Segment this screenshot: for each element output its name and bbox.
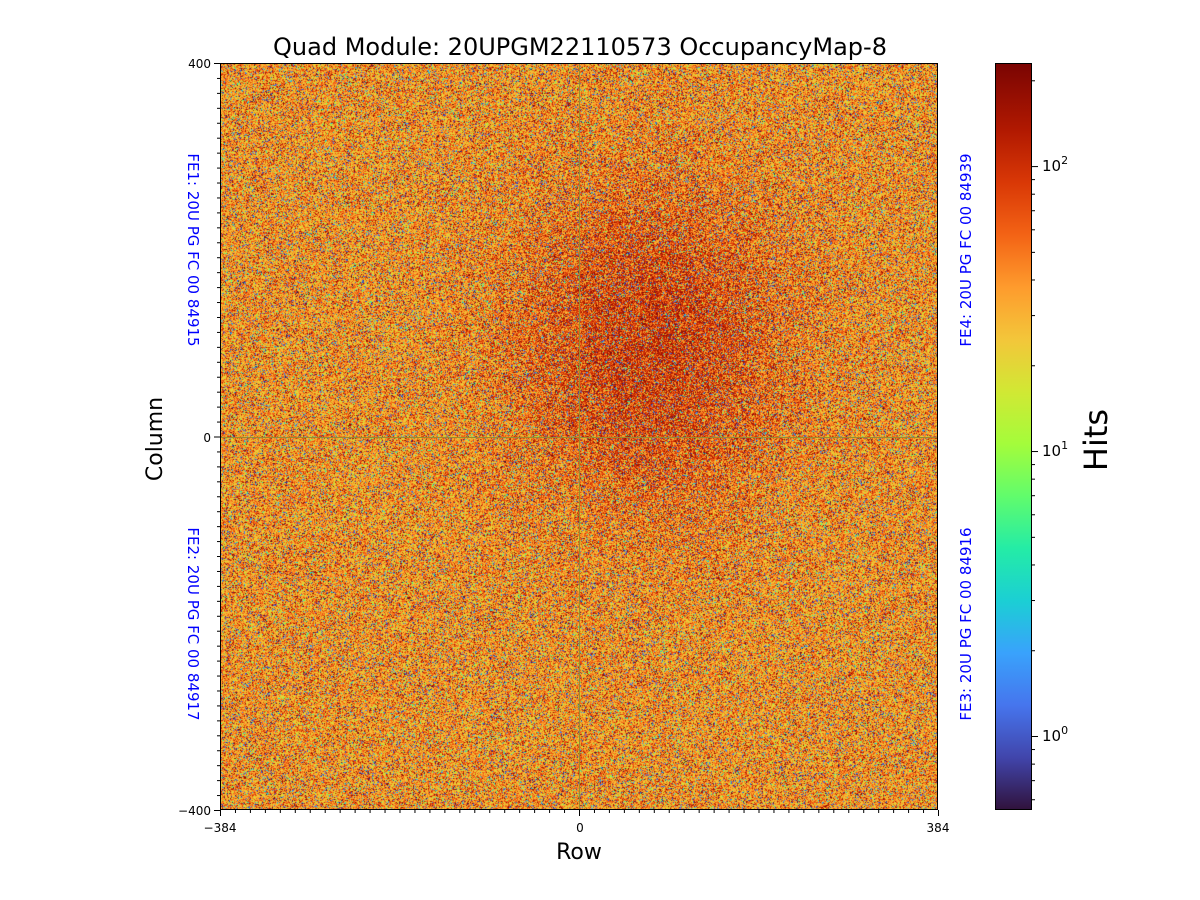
fe4-chip-label: FE4: 20U PG FC 00 84939	[957, 153, 975, 346]
y-tick-label-zero: 0	[203, 431, 211, 445]
colorbar-frame	[995, 63, 1032, 810]
fe3-chip-label: FE3: 20U PG FC 00 84916	[957, 527, 975, 720]
colorbar-tick-label-1: 100	[1042, 724, 1068, 745]
plot-frame	[220, 63, 938, 810]
plot-area	[220, 63, 938, 810]
colorbar-tick-label-10: 101	[1042, 439, 1068, 460]
colorbar-ticks	[1032, 80, 1038, 801]
chart-title: Quad Module: 20UPGM22110573 OccupancyMap…	[273, 33, 887, 61]
y-axis-label: Column	[143, 397, 168, 481]
x-axis-label: Row	[556, 840, 602, 865]
colorbar-gradient	[995, 63, 1032, 810]
x-tick-label-min: −384	[204, 821, 237, 835]
y-tick-label-min: −400	[178, 804, 211, 818]
x-axis-ticks	[220, 810, 939, 816]
colorbar-tick-label-100: 102	[1042, 154, 1068, 175]
fe1-chip-label: FE1: 20U PG FC 00 84915	[184, 153, 202, 346]
colorbar: 100 101 102 Hits	[995, 63, 1115, 810]
colorbar-label: Hits	[1077, 409, 1115, 471]
y-tick-label-max: 400	[188, 57, 211, 71]
x-tick-label-max: 384	[927, 821, 950, 835]
x-tick-label-zero: 0	[576, 821, 584, 835]
y-axis-ticks	[214, 63, 220, 811]
fe2-chip-label: FE2: 20U PG FC 00 84917	[184, 527, 202, 720]
